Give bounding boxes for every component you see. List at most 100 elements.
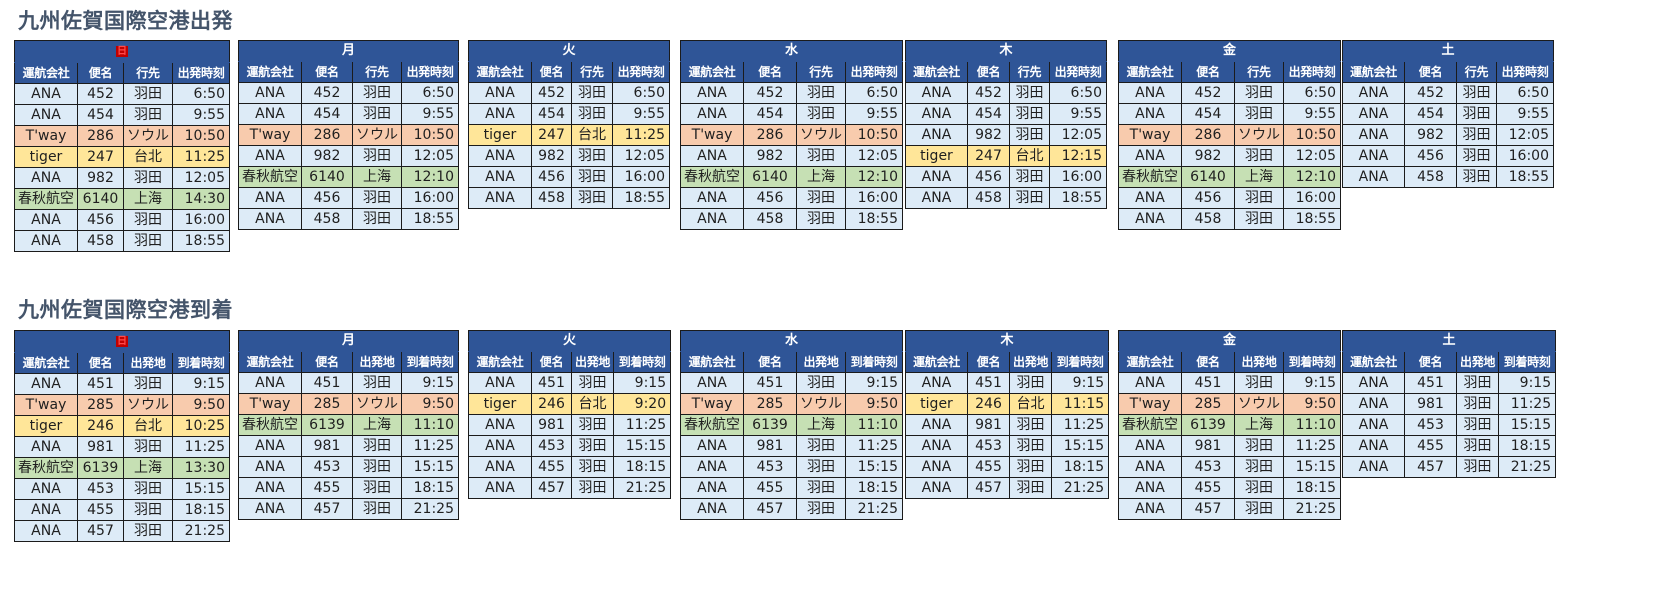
airline-cell: ANA	[1118, 456, 1182, 478]
place-cell: 羽田	[796, 145, 846, 167]
column-header: 便名	[743, 351, 797, 373]
airline-cell: tiger	[468, 124, 532, 146]
flight-cell: 455	[301, 477, 353, 499]
airline-cell: 春秋航空	[680, 414, 744, 436]
table-row: 春秋航空 6140 上海 14:30	[14, 188, 230, 210]
table-row: T'way 285 ソウル 9:50	[14, 394, 230, 416]
day-label: 土	[1441, 43, 1455, 58]
flight-cell: 982	[1181, 145, 1235, 167]
column-header: 便名	[1181, 61, 1235, 83]
column-header: 便名	[1404, 351, 1457, 373]
day-label: 月	[341, 43, 355, 58]
time-cell: 15:15	[172, 478, 230, 500]
place-cell: 羽田	[352, 456, 402, 478]
day-header: 火	[468, 40, 670, 62]
airline-cell: ANA	[468, 166, 532, 188]
flight-cell: 455	[77, 499, 124, 521]
table-row: T'way 285 ソウル 9:50	[1118, 393, 1341, 415]
time-cell: 18:15	[845, 477, 903, 499]
time-cell: 12:05	[1283, 145, 1341, 167]
table-row: ANA 982 羽田 12:05	[468, 145, 670, 167]
flight-cell: 246	[77, 415, 124, 437]
time-cell: 9:15	[401, 372, 459, 394]
time-cell: 21:25	[1283, 498, 1341, 520]
flight-cell: 457	[967, 477, 1010, 499]
time-cell: 15:15	[1051, 435, 1110, 457]
time-cell: 10:50	[1283, 124, 1341, 146]
table-row: 春秋航空 6140 上海 12:10	[1118, 166, 1341, 188]
time-cell: 6:50	[172, 83, 230, 105]
time-cell: 9:55	[401, 103, 459, 125]
time-cell: 16:00	[172, 209, 230, 231]
column-header: 運航会社	[1118, 351, 1182, 373]
flight-cell: 458	[531, 187, 572, 209]
time-cell: 21:25	[1051, 477, 1110, 499]
airline-cell: ANA	[14, 478, 78, 500]
airline-cell: ANA	[1118, 208, 1182, 230]
flight-cell: 453	[743, 456, 797, 478]
time-cell: 21:25	[1498, 456, 1557, 478]
flight-cell: 458	[1404, 166, 1457, 188]
place-cell: 羽田	[123, 478, 173, 500]
flight-cell: 456	[1404, 145, 1457, 167]
departures-table-5: 金運航会社 便名 行先 出発時刻 ANA 452 羽田 6:50 ANA 454 羽田 9:55 T'w…	[1118, 40, 1341, 230]
table-row: T'way 286 ソウル 10:50	[680, 124, 903, 146]
time-cell: 9:50	[1283, 393, 1341, 415]
airline-cell: tiger	[905, 145, 968, 167]
airline-cell: ANA	[680, 145, 744, 167]
time-cell: 10:25	[172, 415, 230, 437]
time-cell: 12:15	[1049, 145, 1107, 167]
column-header: 便名	[77, 62, 124, 84]
place-cell: 羽田	[1455, 393, 1500, 415]
time-cell: 18:55	[1496, 166, 1554, 188]
place-cell: ソウル	[123, 125, 173, 147]
table-row: ANA 453 羽田 15:15	[14, 478, 230, 500]
place-cell: 羽田	[352, 187, 402, 209]
place-cell: 羽田	[570, 414, 615, 436]
time-cell: 12:10	[845, 166, 903, 188]
airline-cell: ANA	[1118, 498, 1182, 520]
arrivals-table-4: 木運航会社 便名 出発地 到着時刻 ANA 451 羽田 9:15 tiger 246 台北 11:1…	[904, 330, 1110, 499]
place-cell: 羽田	[570, 435, 615, 457]
airline-cell: ANA	[14, 167, 78, 189]
time-cell: 11:25	[172, 436, 230, 458]
column-header: 到着時刻	[845, 351, 903, 373]
arrivals-table-5: 金運航会社 便名 出発地 到着時刻 ANA 451 羽田 9:15 T'way 285 ソウル 9:5…	[1118, 330, 1341, 520]
place-cell: 羽田	[570, 372, 615, 394]
column-header: 運航会社	[468, 61, 532, 83]
day-header: 土	[1341, 330, 1557, 352]
day-label: 木	[999, 43, 1013, 58]
airline-cell: ANA	[1118, 145, 1182, 167]
day-header: 日	[14, 330, 230, 353]
place-cell: 羽田	[796, 187, 846, 209]
flight-cell: 285	[743, 393, 797, 415]
column-header: 運航会社	[680, 351, 744, 373]
time-cell: 18:55	[172, 230, 230, 252]
airline-cell: ANA	[14, 230, 78, 252]
flight-cell: 456	[743, 187, 797, 209]
place-cell: ソウル	[1234, 124, 1284, 146]
flight-cell: 286	[743, 124, 797, 146]
time-cell: 18:15	[1498, 435, 1557, 457]
table-row: ANA 454 羽田 9:55	[680, 103, 903, 125]
place-cell: 上海	[1234, 414, 1284, 436]
time-cell: 9:15	[172, 373, 230, 395]
table-row: ANA 455 羽田 18:15	[468, 456, 672, 478]
flight-cell: 6140	[1181, 166, 1235, 188]
column-header: 便名	[531, 61, 572, 83]
time-cell: 11:10	[845, 414, 903, 436]
table-row: tiger 247 台北 12:15	[905, 145, 1107, 167]
airline-cell: ANA	[238, 82, 302, 104]
place-cell: 羽田	[123, 373, 173, 395]
airline-cell: 春秋航空	[14, 188, 78, 210]
time-cell: 18:15	[1051, 456, 1110, 478]
day-label: 木	[1000, 333, 1014, 348]
table-row: ANA 982 羽田 12:05	[238, 145, 459, 167]
table-row: ANA 982 羽田 12:05	[680, 145, 903, 167]
airline-cell: ANA	[238, 103, 302, 125]
place-cell: 羽田	[1234, 477, 1284, 499]
column-header: 便名	[1181, 351, 1235, 373]
place-cell: 羽田	[1456, 103, 1497, 125]
column-header: 出発地	[123, 352, 173, 374]
column-header: 出発時刻	[1496, 61, 1554, 83]
